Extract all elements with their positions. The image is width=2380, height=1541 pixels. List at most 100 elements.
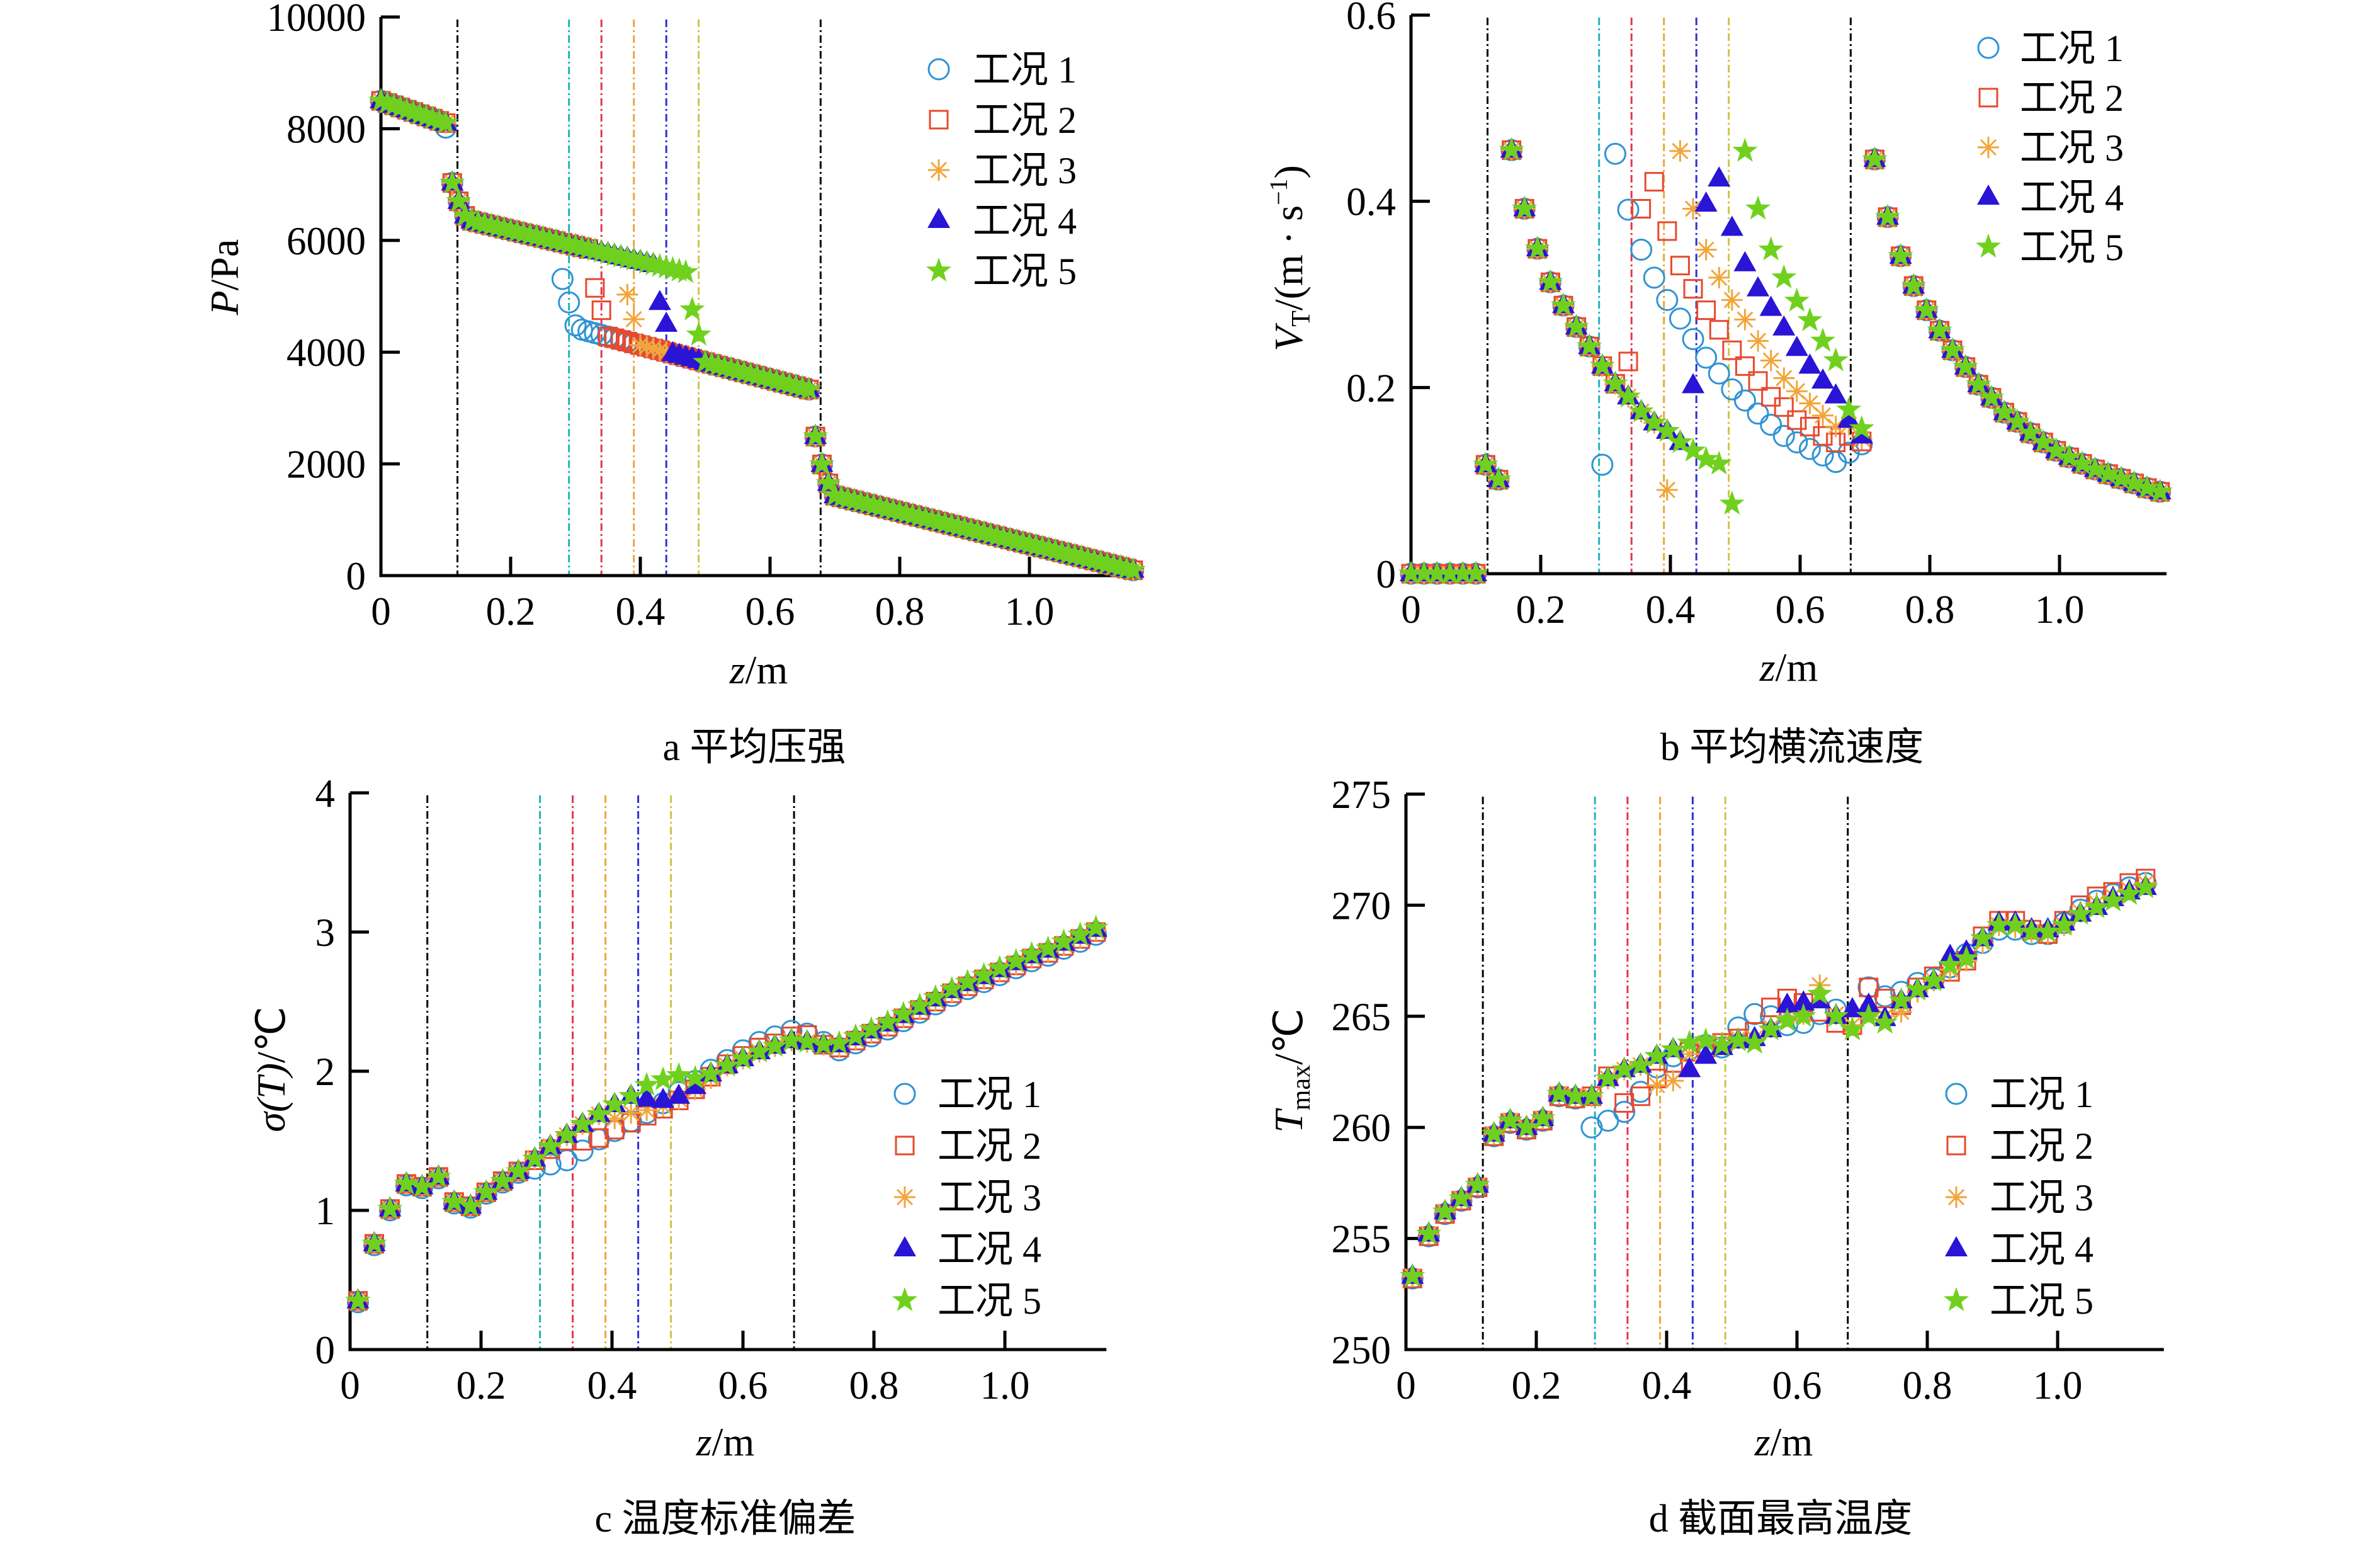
legend-item-case-2: 工况 2 <box>1946 1125 2094 1167</box>
data-point-b-case-1 <box>1604 142 1626 165</box>
data-point-c-case-5 <box>1067 921 1093 946</box>
x-axis-variable: z <box>1759 645 1776 690</box>
x-axis-unit: /m <box>745 647 788 692</box>
legend-label: 工况 2 <box>1990 1125 2094 1167</box>
star-icon <box>892 1287 917 1311</box>
data-point-c-case-5 <box>826 1030 852 1054</box>
data-point-c-case-5 <box>634 1072 660 1096</box>
data-point-d-case-5 <box>1872 1009 1898 1034</box>
x-tick-label: 0.6 <box>745 589 795 634</box>
y-tick-label: 0 <box>346 554 366 598</box>
legend: 工况 1 工况 2 工况 3 工况 4 工况 5 <box>892 1074 1041 1322</box>
data-point-b-case-5 <box>1888 242 1913 267</box>
x-tick-label: 1.0 <box>2035 588 2085 632</box>
y-axis-variable: σ(T) <box>249 1063 293 1132</box>
data-point-b-case-1 <box>1772 424 1795 447</box>
data-point-b-case-1 <box>1591 453 1614 476</box>
x-tick-label: 0.8 <box>849 1363 899 1407</box>
data-point-b-case-4 <box>1772 315 1796 336</box>
axes: 0 2000 4000 6000 8000 10000 0 0.2 0.4 0.6 0.8 1.0 <box>267 0 1140 634</box>
y-tick-label: 255 <box>1332 1217 1391 1261</box>
legend-item-case-1: 工况 1 <box>1945 1074 2094 1115</box>
data-point-b-case-1 <box>1643 266 1665 289</box>
y-tick-label: 4000 <box>286 331 366 375</box>
data-point-d-case-5 <box>1677 1030 1703 1054</box>
x-tick-label: 0.4 <box>616 589 666 634</box>
data-point-b-case-5 <box>1966 371 1992 395</box>
data-point-b-case-4 <box>1682 373 1705 394</box>
reference-lines <box>1487 18 1852 574</box>
data-point-b-case-5 <box>1463 560 1488 584</box>
data-point-b-case-1 <box>1630 239 1653 261</box>
legend-item-case-5: 工况 5 <box>1944 1280 2094 1322</box>
circle-icon <box>893 1083 916 1105</box>
legend-item-case-2: 工况 2 <box>895 1125 1041 1167</box>
x-tick-label: 0.8 <box>1903 1363 1952 1407</box>
data-point-c-case-5 <box>907 992 932 1017</box>
data-point-d-case-5 <box>1400 1263 1425 1287</box>
data-point-b-case-2 <box>1696 300 1716 321</box>
data-point-b-case-2 <box>1618 351 1638 372</box>
data-point-b-case-1 <box>1708 362 1730 385</box>
y-axis-subscript: T <box>1287 310 1316 327</box>
data-point-d-case-5 <box>1693 1027 1719 1052</box>
data-point-c-case-5 <box>473 1179 499 1203</box>
data-point-a-case-5 <box>809 451 835 475</box>
data-point-d-case-5 <box>2051 912 2077 936</box>
x-axis-unit: /m <box>1771 1419 1813 1464</box>
data-point-d-case-5 <box>2019 918 2044 943</box>
asterisk-icon <box>1978 137 1999 158</box>
plot-area: 0 2000 4000 6000 8000 10000 0 0.2 0.4 0.6 0.8 1.0 <box>267 0 1146 634</box>
legend-item-case-4: 工况 4 <box>1977 177 2124 219</box>
data-point-b-case-5 <box>2147 478 2173 503</box>
panel-caption: a 平均压强 <box>662 726 846 769</box>
data-point-d-case-5 <box>1628 1052 1653 1076</box>
data-point-a-case-3 <box>649 339 671 361</box>
square-icon <box>1946 1135 1966 1156</box>
reference-lines <box>426 795 795 1350</box>
data-point-b-case-5 <box>1486 466 1511 491</box>
x-tick-label: 0 <box>1401 588 1421 632</box>
data-point-b-case-1 <box>1721 378 1743 401</box>
data-point-d-case-5 <box>1563 1083 1589 1107</box>
data-point-b-case-3 <box>1786 380 1808 402</box>
data-point-a-case-5 <box>796 376 822 401</box>
data-point-d-case-5 <box>1986 912 2012 936</box>
axes: 250 255 260 265 270 275 0 0.2 0.4 0.6 0.8 1.0 <box>1332 773 2164 1407</box>
y-tick-label: 250 <box>1332 1328 1391 1372</box>
x-tick-label: 0.8 <box>1905 588 1955 632</box>
data-point-c-case-5 <box>618 1083 644 1107</box>
data-point-c-case-5 <box>939 975 965 1000</box>
data-point-c-case-5 <box>875 1009 900 1033</box>
legend-item-case-4: 工况 4 <box>927 200 1077 242</box>
data-point-b-case-3 <box>1799 392 1821 414</box>
data-point-c-case-5 <box>842 1023 868 1047</box>
y-axis-unit: /Pa <box>202 239 247 291</box>
data-point-b-case-3 <box>1747 330 1769 352</box>
x-tick-label: 0.2 <box>1512 1363 1561 1407</box>
series-case-5 <box>368 88 1146 581</box>
data-point-c-case-5 <box>747 1038 772 1062</box>
data-point-d-case-5 <box>1644 1043 1670 1067</box>
panel-a: 0 2000 4000 6000 8000 10000 0 0.2 0.4 0.6 0.8 1.0 工… <box>202 0 1146 769</box>
series-case-5 <box>1400 874 2158 1287</box>
data-point-d-case-5 <box>1954 945 1980 970</box>
data-point-c-case-5 <box>458 1193 484 1217</box>
legend-item-case-3: 工况 3 <box>1978 127 2124 169</box>
data-point-c-case-5 <box>794 1028 820 1053</box>
data-point-d-case-5 <box>2116 880 2142 905</box>
data-point-c-case-5 <box>394 1171 419 1195</box>
data-point-d-case-5 <box>2068 901 2094 925</box>
data-point-b-case-5 <box>1823 347 1849 372</box>
asterisk-icon <box>1946 1186 1967 1208</box>
legend-label: 工况 3 <box>2020 127 2124 169</box>
x-tick-label: 1.0 <box>1005 589 1055 634</box>
data-point-b-case-3 <box>1760 350 1782 372</box>
data-point-b-case-5 <box>1810 327 1835 352</box>
data-point-c-case-5 <box>441 1188 467 1213</box>
data-point-d-case-3 <box>1679 1043 1701 1065</box>
y-tick-label: 8000 <box>286 107 366 151</box>
data-point-d-case-5 <box>1497 1107 1523 1132</box>
data-point-b-case-5 <box>2043 437 2069 462</box>
data-point-d-case-5 <box>1888 987 1914 1012</box>
